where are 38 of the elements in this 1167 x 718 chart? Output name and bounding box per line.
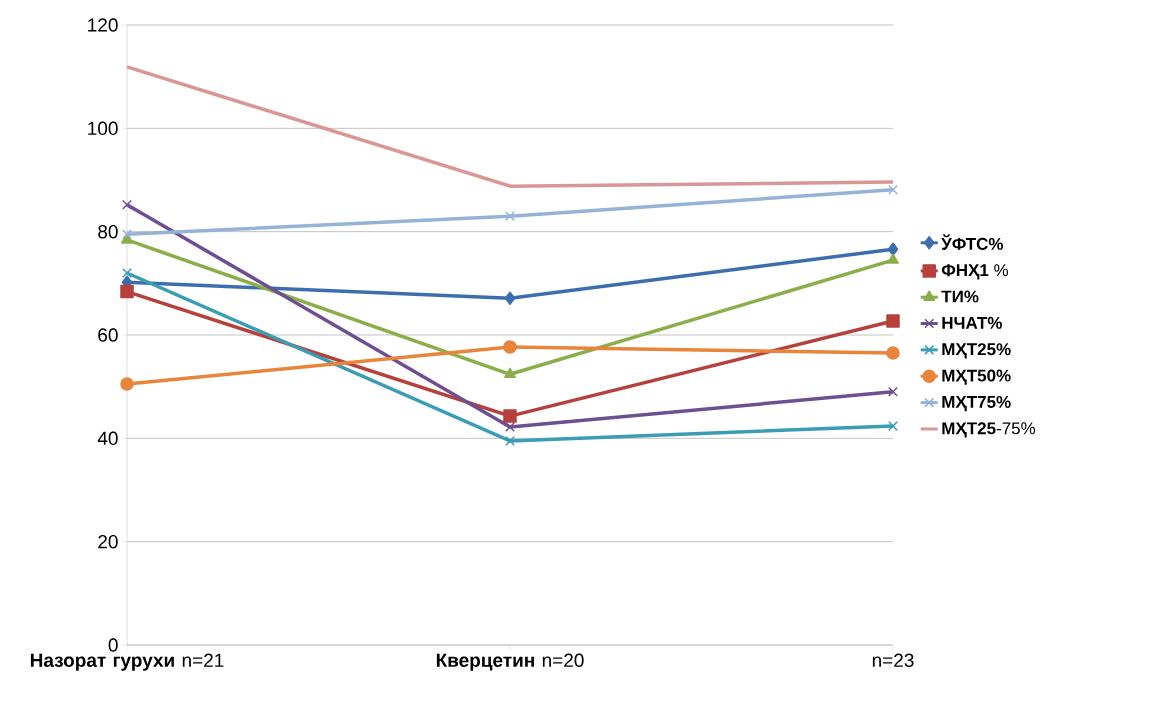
point xyxy=(121,233,133,244)
point xyxy=(505,211,515,222)
point xyxy=(886,314,900,328)
point xyxy=(122,199,132,210)
point xyxy=(886,346,900,360)
point xyxy=(504,291,516,306)
legend-label: МҲТ25% xyxy=(942,343,1011,359)
point xyxy=(887,253,899,264)
legend-label: МҲТ50% xyxy=(942,369,1011,385)
legend-label: ТИ% xyxy=(941,290,979,303)
y-tick-label: 40 xyxy=(97,431,118,446)
point xyxy=(503,340,517,354)
y-tick-label: 20 xyxy=(98,534,118,549)
point xyxy=(505,435,515,446)
y-tick-label: 80 xyxy=(98,224,118,239)
legend-label: НЧАТ% xyxy=(942,316,1002,329)
point xyxy=(120,377,134,391)
legend-label: МҲТ75% xyxy=(942,395,1011,412)
y-tick-label: 100 xyxy=(88,121,118,136)
point xyxy=(888,184,898,195)
y-tick-label: 120 xyxy=(88,18,118,32)
point xyxy=(505,421,515,432)
point xyxy=(122,229,132,240)
x-tick-label: Кверцетин n=20 xyxy=(436,653,584,671)
point xyxy=(888,420,898,431)
x-tick-label: Назорат гурухи n=21 xyxy=(30,653,224,671)
point xyxy=(120,284,134,299)
x-tick-label: n=23 xyxy=(872,653,914,667)
point xyxy=(504,367,516,379)
legend-label: ФНҲ1 % xyxy=(941,264,1009,280)
point xyxy=(503,409,517,423)
legend-label: ЎФТС% xyxy=(941,234,1004,250)
y-tick-label: 60 xyxy=(98,328,118,342)
point xyxy=(888,386,898,397)
point xyxy=(887,242,899,256)
y-tick-label: 0 xyxy=(108,638,118,652)
point xyxy=(122,268,132,278)
legend-label: МҲТ25-75% xyxy=(942,422,1036,438)
